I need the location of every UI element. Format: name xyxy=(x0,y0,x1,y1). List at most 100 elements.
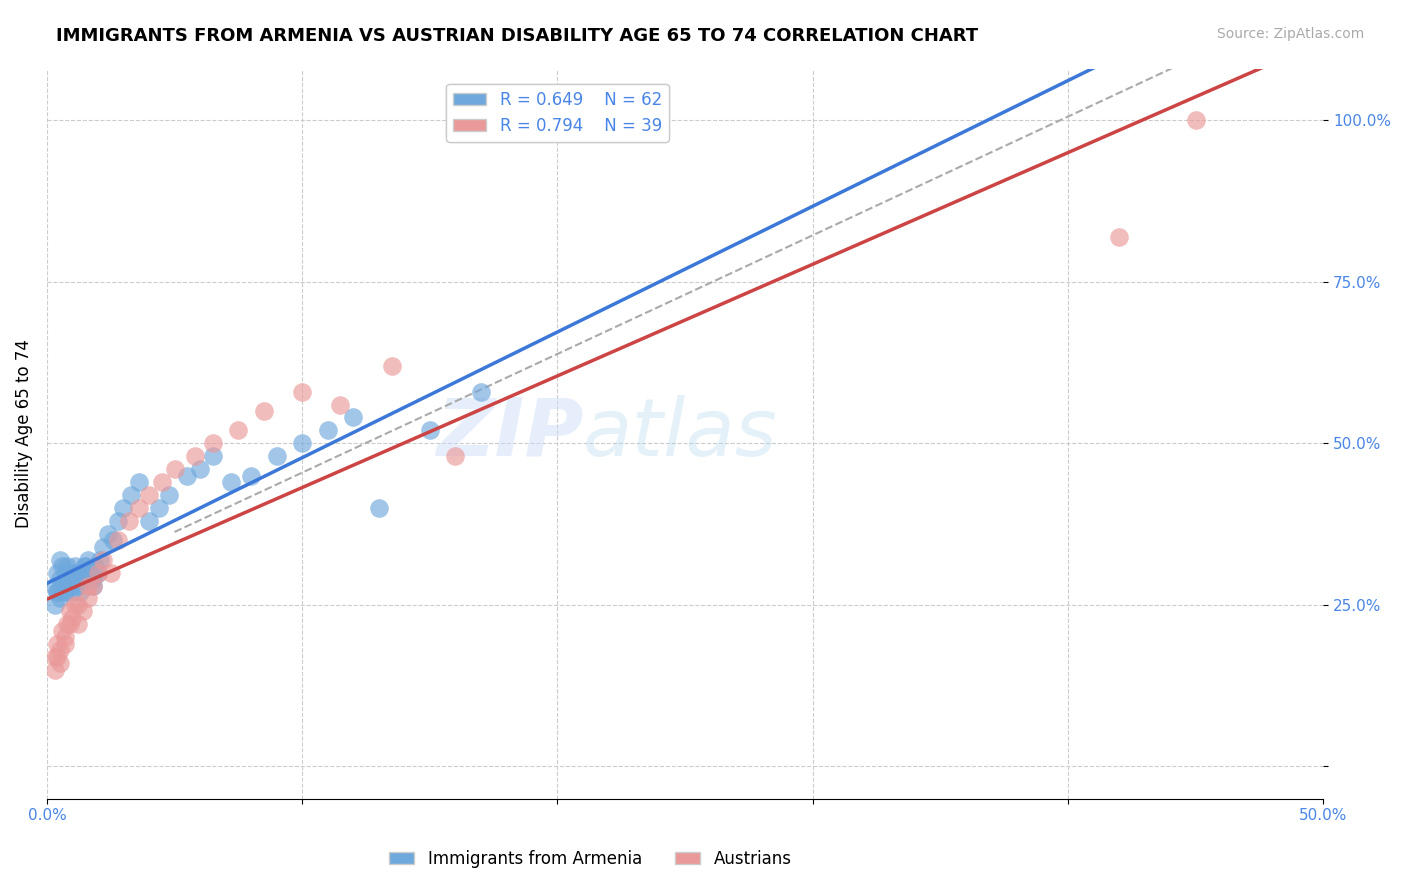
Point xyxy=(44,649,66,664)
Point xyxy=(62,585,84,599)
Point xyxy=(1108,229,1130,244)
Point xyxy=(63,572,86,586)
Point xyxy=(240,468,263,483)
Point xyxy=(138,514,160,528)
Point xyxy=(53,637,76,651)
Point xyxy=(48,643,70,657)
Point xyxy=(91,540,114,554)
Point xyxy=(44,578,66,592)
Point xyxy=(291,436,314,450)
Point xyxy=(48,552,70,566)
Point xyxy=(82,578,104,592)
Point xyxy=(107,533,129,548)
Point xyxy=(419,424,441,438)
Point xyxy=(228,424,250,438)
Point xyxy=(112,500,135,515)
Point xyxy=(69,572,91,586)
Legend: R = 0.649    N = 62, R = 0.794    N = 39: R = 0.649 N = 62, R = 0.794 N = 39 xyxy=(446,84,669,142)
Point xyxy=(184,449,207,463)
Point xyxy=(62,566,84,580)
Point xyxy=(53,566,76,580)
Point xyxy=(291,384,314,399)
Point xyxy=(87,566,110,580)
Point xyxy=(1184,113,1206,128)
Point xyxy=(56,617,79,632)
Point xyxy=(56,572,79,586)
Point xyxy=(188,462,211,476)
Point xyxy=(59,566,82,580)
Y-axis label: Disability Age 65 to 74: Disability Age 65 to 74 xyxy=(15,339,32,528)
Point xyxy=(62,611,84,625)
Point xyxy=(62,572,84,586)
Point xyxy=(46,566,69,580)
Point xyxy=(66,617,89,632)
Point xyxy=(117,514,139,528)
Point xyxy=(66,598,89,612)
Point xyxy=(76,552,98,566)
Point xyxy=(87,566,110,580)
Point xyxy=(66,578,89,592)
Point xyxy=(51,578,73,592)
Point xyxy=(103,533,125,548)
Point xyxy=(82,578,104,592)
Point xyxy=(72,566,94,580)
Point xyxy=(51,624,73,638)
Point xyxy=(59,604,82,618)
Point xyxy=(46,585,69,599)
Point xyxy=(75,559,97,574)
Point xyxy=(201,449,224,463)
Point xyxy=(100,566,122,580)
Point xyxy=(59,578,82,592)
Point xyxy=(46,649,69,664)
Point xyxy=(51,578,73,592)
Point xyxy=(51,559,73,574)
Text: Source: ZipAtlas.com: Source: ZipAtlas.com xyxy=(1216,27,1364,41)
Point xyxy=(157,488,180,502)
Point xyxy=(138,488,160,502)
Point xyxy=(44,663,66,677)
Point xyxy=(97,526,120,541)
Point xyxy=(342,410,364,425)
Point xyxy=(79,566,101,580)
Point xyxy=(48,591,70,606)
Point xyxy=(66,572,89,586)
Point xyxy=(53,585,76,599)
Point xyxy=(316,424,339,438)
Text: ZIP: ZIP xyxy=(436,394,583,473)
Point xyxy=(72,604,94,618)
Point xyxy=(367,500,389,515)
Point xyxy=(380,359,402,373)
Point xyxy=(128,500,150,515)
Point xyxy=(329,398,352,412)
Text: atlas: atlas xyxy=(583,394,778,473)
Point xyxy=(59,617,82,632)
Point xyxy=(44,598,66,612)
Point xyxy=(219,475,242,489)
Point xyxy=(82,572,104,586)
Point xyxy=(46,585,69,599)
Point xyxy=(63,598,86,612)
Legend: Immigrants from Armenia, Austrians: Immigrants from Armenia, Austrians xyxy=(382,844,799,875)
Point xyxy=(150,475,173,489)
Point xyxy=(107,514,129,528)
Point xyxy=(56,572,79,586)
Point xyxy=(53,585,76,599)
Point xyxy=(148,500,170,515)
Point xyxy=(470,384,492,399)
Point xyxy=(53,630,76,644)
Point xyxy=(176,468,198,483)
Point xyxy=(163,462,186,476)
Point xyxy=(69,585,91,599)
Point xyxy=(84,559,107,574)
Point xyxy=(56,559,79,574)
Point xyxy=(66,566,89,580)
Point xyxy=(48,572,70,586)
Point xyxy=(46,637,69,651)
Point xyxy=(91,552,114,566)
Point xyxy=(63,559,86,574)
Point xyxy=(253,404,276,418)
Point xyxy=(266,449,288,463)
Point xyxy=(128,475,150,489)
Point xyxy=(201,436,224,450)
Point xyxy=(444,449,467,463)
